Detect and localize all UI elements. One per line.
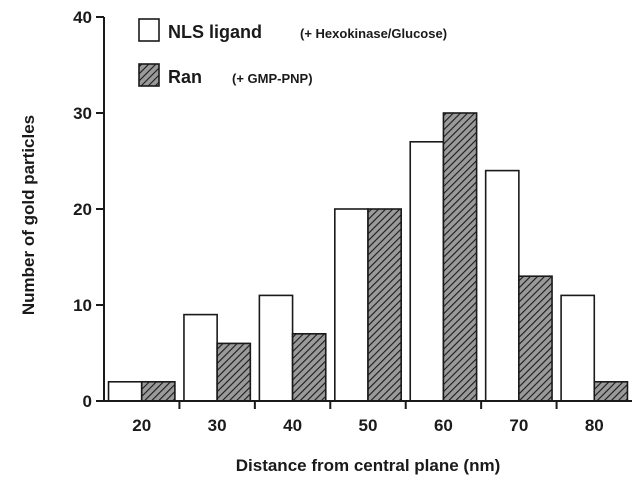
bar-nls-ligand-20 xyxy=(107,380,143,402)
x-tick-label-40: 40 xyxy=(283,416,302,435)
y-ticks-group: 0 10 20 30 40 xyxy=(73,8,104,411)
bar-ran-20 xyxy=(140,380,176,402)
legend: NLS ligand (+ Hexokinase/Glucose) Ran (+… xyxy=(138,18,447,87)
x-tick-label-50: 50 xyxy=(359,416,378,435)
y-tick-label-40: 40 xyxy=(73,8,92,27)
x-tick-label-30: 30 xyxy=(208,416,227,435)
legend-label-ran: Ran xyxy=(168,67,202,87)
bar-ran-30 xyxy=(216,342,252,402)
legend-label-nls-ligand: NLS ligand xyxy=(168,22,262,42)
x-tick-label-60: 60 xyxy=(434,416,453,435)
y-tick-label-10: 10 xyxy=(73,296,92,315)
x-tick-label-70: 70 xyxy=(509,416,528,435)
y-tick-label-30: 30 xyxy=(73,104,92,123)
y-tick-label-0: 0 xyxy=(83,392,92,411)
legend-swatch-nls-ligand xyxy=(138,18,160,42)
bar-ran-60 xyxy=(442,112,478,402)
legend-swatch-ran xyxy=(138,63,160,87)
legend-note-nls-ligand: (+ Hexokinase/Glucose) xyxy=(300,26,447,41)
bars-group xyxy=(107,112,629,402)
x-ticks-group: 20 30 40 50 60 70 80 xyxy=(132,401,604,435)
bar-nls-ligand-70 xyxy=(484,169,520,402)
x-tick-label-20: 20 xyxy=(132,416,151,435)
bar-ran-50 xyxy=(367,208,402,402)
x-tick-label-80: 80 xyxy=(585,416,604,435)
x-axis-title: Distance from central plane (nm) xyxy=(236,456,501,475)
bar-nls-ligand-40 xyxy=(258,294,294,402)
bar-ran-80 xyxy=(593,380,629,402)
bar-ran-40 xyxy=(291,332,327,402)
y-tick-label-20: 20 xyxy=(73,200,92,219)
bar-nls-ligand-60 xyxy=(409,141,445,402)
bar-nls-ligand-80 xyxy=(560,294,596,402)
bar-nls-ligand-50 xyxy=(334,208,369,402)
bar-ran-70 xyxy=(518,275,553,402)
bar-nls-ligand-30 xyxy=(183,313,218,402)
legend-note-ran: (+ GMP-PNP) xyxy=(232,71,313,86)
y-axis-title: Number of gold particles xyxy=(19,115,38,315)
